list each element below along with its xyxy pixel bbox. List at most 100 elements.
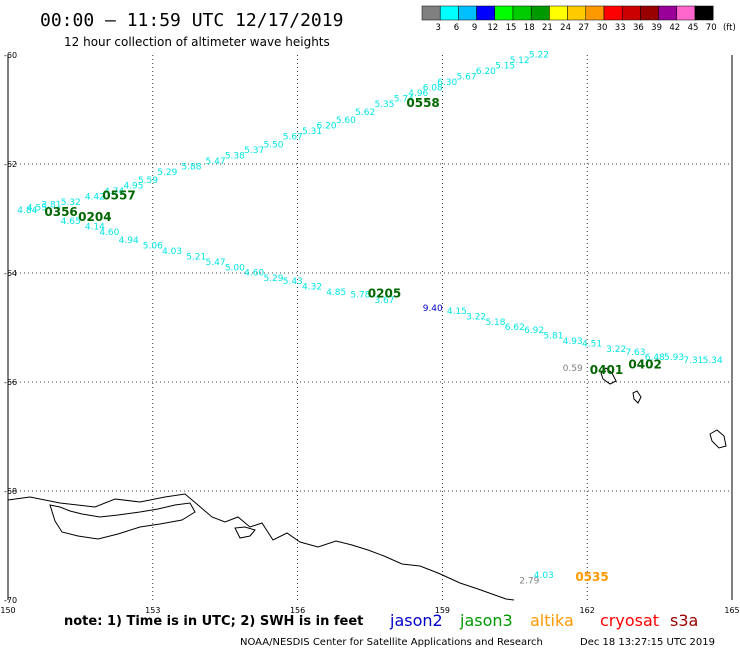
satellite-legend-s3a: s3a	[670, 611, 698, 630]
mainland-coastline	[7, 493, 515, 601]
wave-height-label: 4.60	[99, 228, 119, 238]
peninsula-coastline	[49, 502, 196, 540]
wave-height-label: 4.51	[582, 340, 602, 350]
wave-height-label: 5.50	[263, 141, 283, 151]
colorbar-swatch	[439, 5, 459, 21]
lon-tick-label: 156	[290, 606, 305, 615]
wave-height-label: 5.12	[510, 56, 530, 66]
wave-height-label: 5.60	[336, 116, 356, 126]
colorbar-swatch	[549, 5, 568, 21]
lat-tick-label: -60	[4, 51, 17, 60]
wave-height-label: 5.62	[355, 108, 375, 118]
wave-height-label: 5.74	[394, 94, 414, 104]
island-c-coastline	[709, 429, 727, 449]
pass-time-label: 0557	[102, 188, 135, 202]
colorbar-label: 6	[454, 23, 459, 33]
colorbar-swatch	[658, 5, 678, 21]
colorbar-label: 18	[524, 23, 535, 33]
wave-height-labels: 4.844.553.81 5.324.424.744.955.595.295.88…	[17, 51, 723, 587]
wave-height-label: 6.08	[423, 83, 443, 93]
wave-height-label: 4.14	[85, 222, 105, 232]
satellite-legend-altika: altika	[530, 611, 574, 630]
colorbar-label: 12	[487, 23, 498, 33]
wave-height-label: 5.22	[529, 51, 549, 61]
wave-height-label: 5.43	[283, 277, 303, 287]
wave-height-label: 5.67	[283, 132, 303, 142]
colorbar-label: 70	[706, 23, 717, 33]
pass-time-label: 0204	[78, 210, 111, 224]
bay-inner-coastline	[234, 526, 256, 539]
colorbar-label: (ft)	[723, 23, 736, 33]
lon-tick-label: 162	[580, 606, 595, 615]
wave-height-label: 5.00	[225, 263, 245, 273]
satellite-legend: jason2 jason3 altika cryosat s3a	[389, 611, 698, 630]
lat-tick-label: -66	[4, 378, 17, 387]
wave-height-label: 5.21	[186, 252, 206, 262]
wave-height-label: 5.67	[457, 73, 477, 83]
colorbar-label: 36	[633, 23, 644, 33]
wave-height-label: 7.63	[625, 348, 645, 358]
pass-time-labels: 0356 0204 0557 0558 0205 0401 0402 0535	[44, 96, 661, 584]
wave-height-label: 6.20	[476, 67, 496, 77]
wave-height-label: 5.81	[543, 331, 563, 341]
wave-height-label: 4.84	[17, 206, 37, 216]
wave-height-label: 3.81	[41, 201, 61, 211]
colorbar-swatch	[585, 5, 605, 21]
wave-height-label: 4.93	[563, 337, 583, 347]
map-subtitle: 12 hour collection of altimeter wave hei…	[64, 35, 330, 49]
wave-height-label: 3.22	[466, 312, 486, 322]
wave-height-label: 6.48	[645, 353, 665, 363]
footer-credit: NOAA/NESDIS Center for Satellite Applica…	[240, 637, 543, 648]
wave-height-label: 4.15	[447, 307, 467, 317]
wave-height-label: 5.18	[485, 318, 505, 328]
wave-height-label: 5.93	[664, 353, 684, 363]
wave-height-label: 5.31	[302, 127, 322, 137]
lon-tick-label: 153	[145, 606, 160, 615]
wave-height-label: 5.29	[157, 168, 177, 178]
colorbar-label: 24	[560, 23, 571, 33]
wave-height-label: 5.37	[244, 146, 264, 156]
colorbar-label: 9	[472, 23, 477, 33]
colorbar-label: 15	[506, 23, 517, 33]
plot-frame	[7, 55, 733, 600]
wave-height-label: 4.60	[244, 269, 264, 279]
wave-height-label: 5.34	[703, 356, 723, 366]
wave-height-label: 5.59	[138, 176, 158, 186]
wave-height-label: 7.31	[683, 356, 703, 366]
lat-lon-grid	[8, 55, 732, 600]
wave-height-colorbar: 3 6 9 12 15 18 21 24 27 30 33 36 39 42 45 70 (ft)	[421, 5, 736, 33]
wave-height-label: 6.20	[317, 122, 337, 132]
coastline-group	[7, 367, 727, 601]
wave-height-label: 4.55	[27, 203, 47, 213]
satellite-legend-cryosat: cryosat	[600, 611, 659, 630]
wave-height-label: 3.67	[374, 296, 394, 306]
colorbar-label: 42	[669, 23, 680, 33]
colorbar-label: 33	[615, 23, 626, 33]
wave-height-label: 5.06	[143, 241, 163, 251]
footer-timestamp: Dec 18 13:27:15 UTC 2019	[580, 637, 715, 648]
colorbar-swatch	[603, 5, 623, 21]
lon-tick-label: 165	[724, 606, 739, 615]
lon-tick-label: 159	[435, 606, 450, 615]
footer-note: note: 1) Time is in UTC; 2) SWH is in fe…	[64, 614, 363, 629]
wave-height-label: 4.03	[534, 571, 554, 581]
colorbar-swatch	[621, 5, 641, 21]
pass-time-label: 0535	[575, 570, 608, 584]
colorbar-swatch	[421, 5, 441, 21]
wave-height-label: 3.22	[606, 345, 626, 355]
pass-time-label: 0558	[406, 96, 439, 110]
colorbar-swatch	[676, 5, 696, 21]
wave-height-label: 5.29	[263, 274, 283, 284]
colorbar-swatch	[512, 5, 532, 21]
pass-time-label: 0205	[368, 287, 401, 301]
wave-height-label: 4.32	[302, 282, 322, 292]
wave-height-label: 6.92	[524, 326, 544, 336]
wave-height-label: 4.94	[119, 236, 139, 246]
colorbar-swatch	[530, 5, 550, 21]
wave-height-label: 4.96	[408, 89, 428, 99]
colorbar-swatch	[494, 5, 514, 21]
wave-height-label: 6.30	[437, 78, 457, 88]
island-a-coastline	[600, 367, 617, 385]
wave-height-label: 6.62	[505, 323, 525, 333]
